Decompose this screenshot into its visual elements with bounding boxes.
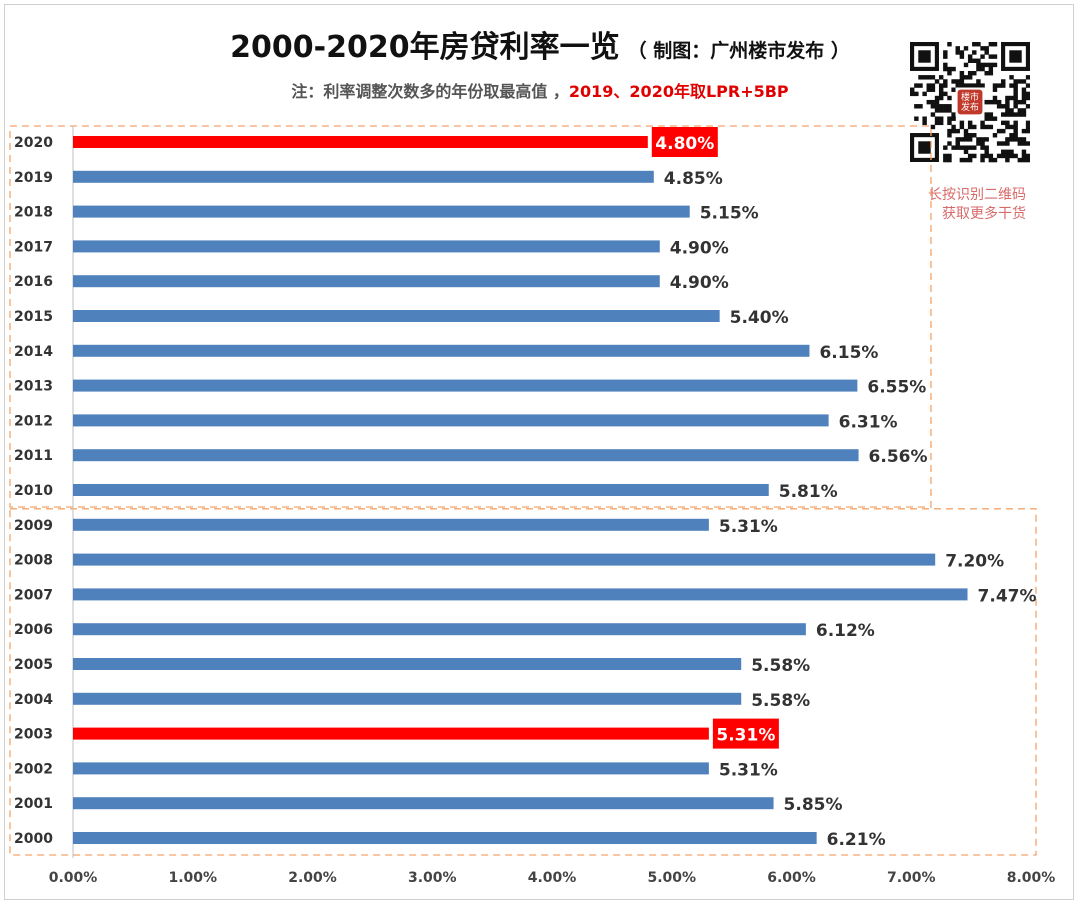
data-label: 7.20% <box>945 552 1004 572</box>
bar <box>73 658 742 670</box>
data-label-highlight-box <box>712 718 779 749</box>
y-tick-label: 2020 <box>14 135 53 151</box>
bar <box>73 484 769 496</box>
chart-frame <box>4 4 1074 900</box>
x-tick-label: 2.00% <box>288 870 337 886</box>
bar <box>73 692 742 705</box>
y-tick-label: 2018 <box>14 205 53 221</box>
qr-caption-line-1: 长按识别二维码 <box>928 187 1026 203</box>
data-label: 6.55% <box>867 378 926 398</box>
x-tick-label: 5.00% <box>647 870 696 886</box>
bar <box>73 344 810 357</box>
y-tick-label: 2016 <box>14 274 53 290</box>
data-label: 5.81% <box>779 482 838 502</box>
note-text: 注：利率调整次数多的年份取最高值 ， <box>291 82 569 101</box>
qr-code-icon[interactable]: 楼市发布 <box>910 42 1030 164</box>
data-label: 5.40% <box>730 308 789 328</box>
bar <box>73 136 648 148</box>
y-tick-label: 2000 <box>14 831 53 847</box>
y-tick-label: 2013 <box>14 379 53 395</box>
bar <box>73 379 858 392</box>
y-tick-label: 2008 <box>14 553 53 569</box>
bar <box>73 797 774 810</box>
data-label: 5.58% <box>751 656 810 676</box>
bar <box>73 310 720 322</box>
bar <box>73 762 709 775</box>
data-label: 5.31% <box>716 726 775 746</box>
y-tick-label: 2009 <box>14 518 53 534</box>
x-tick-label: 4.00% <box>528 870 577 886</box>
data-label: 4.90% <box>670 273 729 293</box>
y-tick-label: 2017 <box>14 239 53 255</box>
y-tick-label: 2004 <box>14 692 53 708</box>
bar <box>73 727 709 740</box>
x-tick-label: 8.00% <box>1007 870 1056 886</box>
qr-badge <box>957 89 983 115</box>
y-tick-label: 2003 <box>14 727 53 743</box>
bar <box>73 588 968 601</box>
y-tick-label: 2006 <box>14 622 53 638</box>
bar <box>73 240 660 253</box>
data-label: 5.31% <box>719 517 778 537</box>
y-tick-label: 2002 <box>14 761 53 777</box>
data-label: 5.58% <box>751 691 810 711</box>
bar <box>73 449 859 462</box>
y-tick-label: 2005 <box>14 657 53 673</box>
data-label: 7.47% <box>978 586 1037 606</box>
y-tick-label: 2014 <box>14 344 53 360</box>
chart-title-block: 2000-2020年房贷利率一览 （ 制图：广州楼市发布 ） <box>0 22 1080 66</box>
data-label: 4.85% <box>664 169 723 189</box>
data-label: 6.15% <box>819 343 878 363</box>
y-tick-label: 2015 <box>14 309 53 325</box>
bar <box>73 275 660 288</box>
qr-caption: 长按识别二维码 获取更多干货 <box>890 186 1026 224</box>
data-label: 5.85% <box>784 795 843 815</box>
x-tick-label: 7.00% <box>887 870 936 886</box>
y-tick-label: 2019 <box>14 170 53 186</box>
x-tick-label: 6.00% <box>767 870 816 886</box>
bar <box>73 623 806 636</box>
bar <box>73 553 936 566</box>
bar <box>73 832 817 844</box>
data-label: 6.56% <box>869 447 928 467</box>
data-label: 4.80% <box>655 134 714 154</box>
qr-badge-text: 发布 <box>961 101 979 113</box>
group-frame <box>9 125 932 508</box>
data-label: 5.31% <box>719 760 778 780</box>
y-tick-label: 2011 <box>14 448 53 464</box>
data-label: 6.31% <box>839 412 898 432</box>
x-tick-label: 1.00% <box>168 870 217 886</box>
data-label: 4.90% <box>670 238 729 258</box>
chart-title: 2000-2020年房贷利率一览 <box>230 30 620 65</box>
y-tick-label: 2010 <box>14 483 53 499</box>
qr-caption-line-2: 获取更多干货 <box>942 206 1026 222</box>
bar <box>73 205 690 218</box>
y-tick-label: 2007 <box>14 587 53 603</box>
data-label: 5.15% <box>700 204 759 224</box>
bar <box>73 170 654 183</box>
x-tick-label: 0.00% <box>49 870 98 886</box>
y-tick-label: 2012 <box>14 413 53 429</box>
y-tick-label: 2001 <box>14 796 53 812</box>
data-label: 6.12% <box>816 621 875 641</box>
bar <box>73 414 829 427</box>
chart-subtitle: （ 制图：广州楼市发布 ） <box>627 40 850 62</box>
qr-badge-text: 楼市 <box>961 91 979 103</box>
bar <box>73 518 709 531</box>
x-tick-label: 3.00% <box>408 870 457 886</box>
chart-note: 注：利率调整次数多的年份取最高值 ，2019、2020年取LPR+5BP <box>0 78 1080 102</box>
data-label: 6.21% <box>827 830 886 850</box>
data-label-highlight-box <box>651 127 718 157</box>
note-highlight: 2019、2020年取LPR+5BP <box>568 82 789 101</box>
group-frame <box>9 508 1037 856</box>
